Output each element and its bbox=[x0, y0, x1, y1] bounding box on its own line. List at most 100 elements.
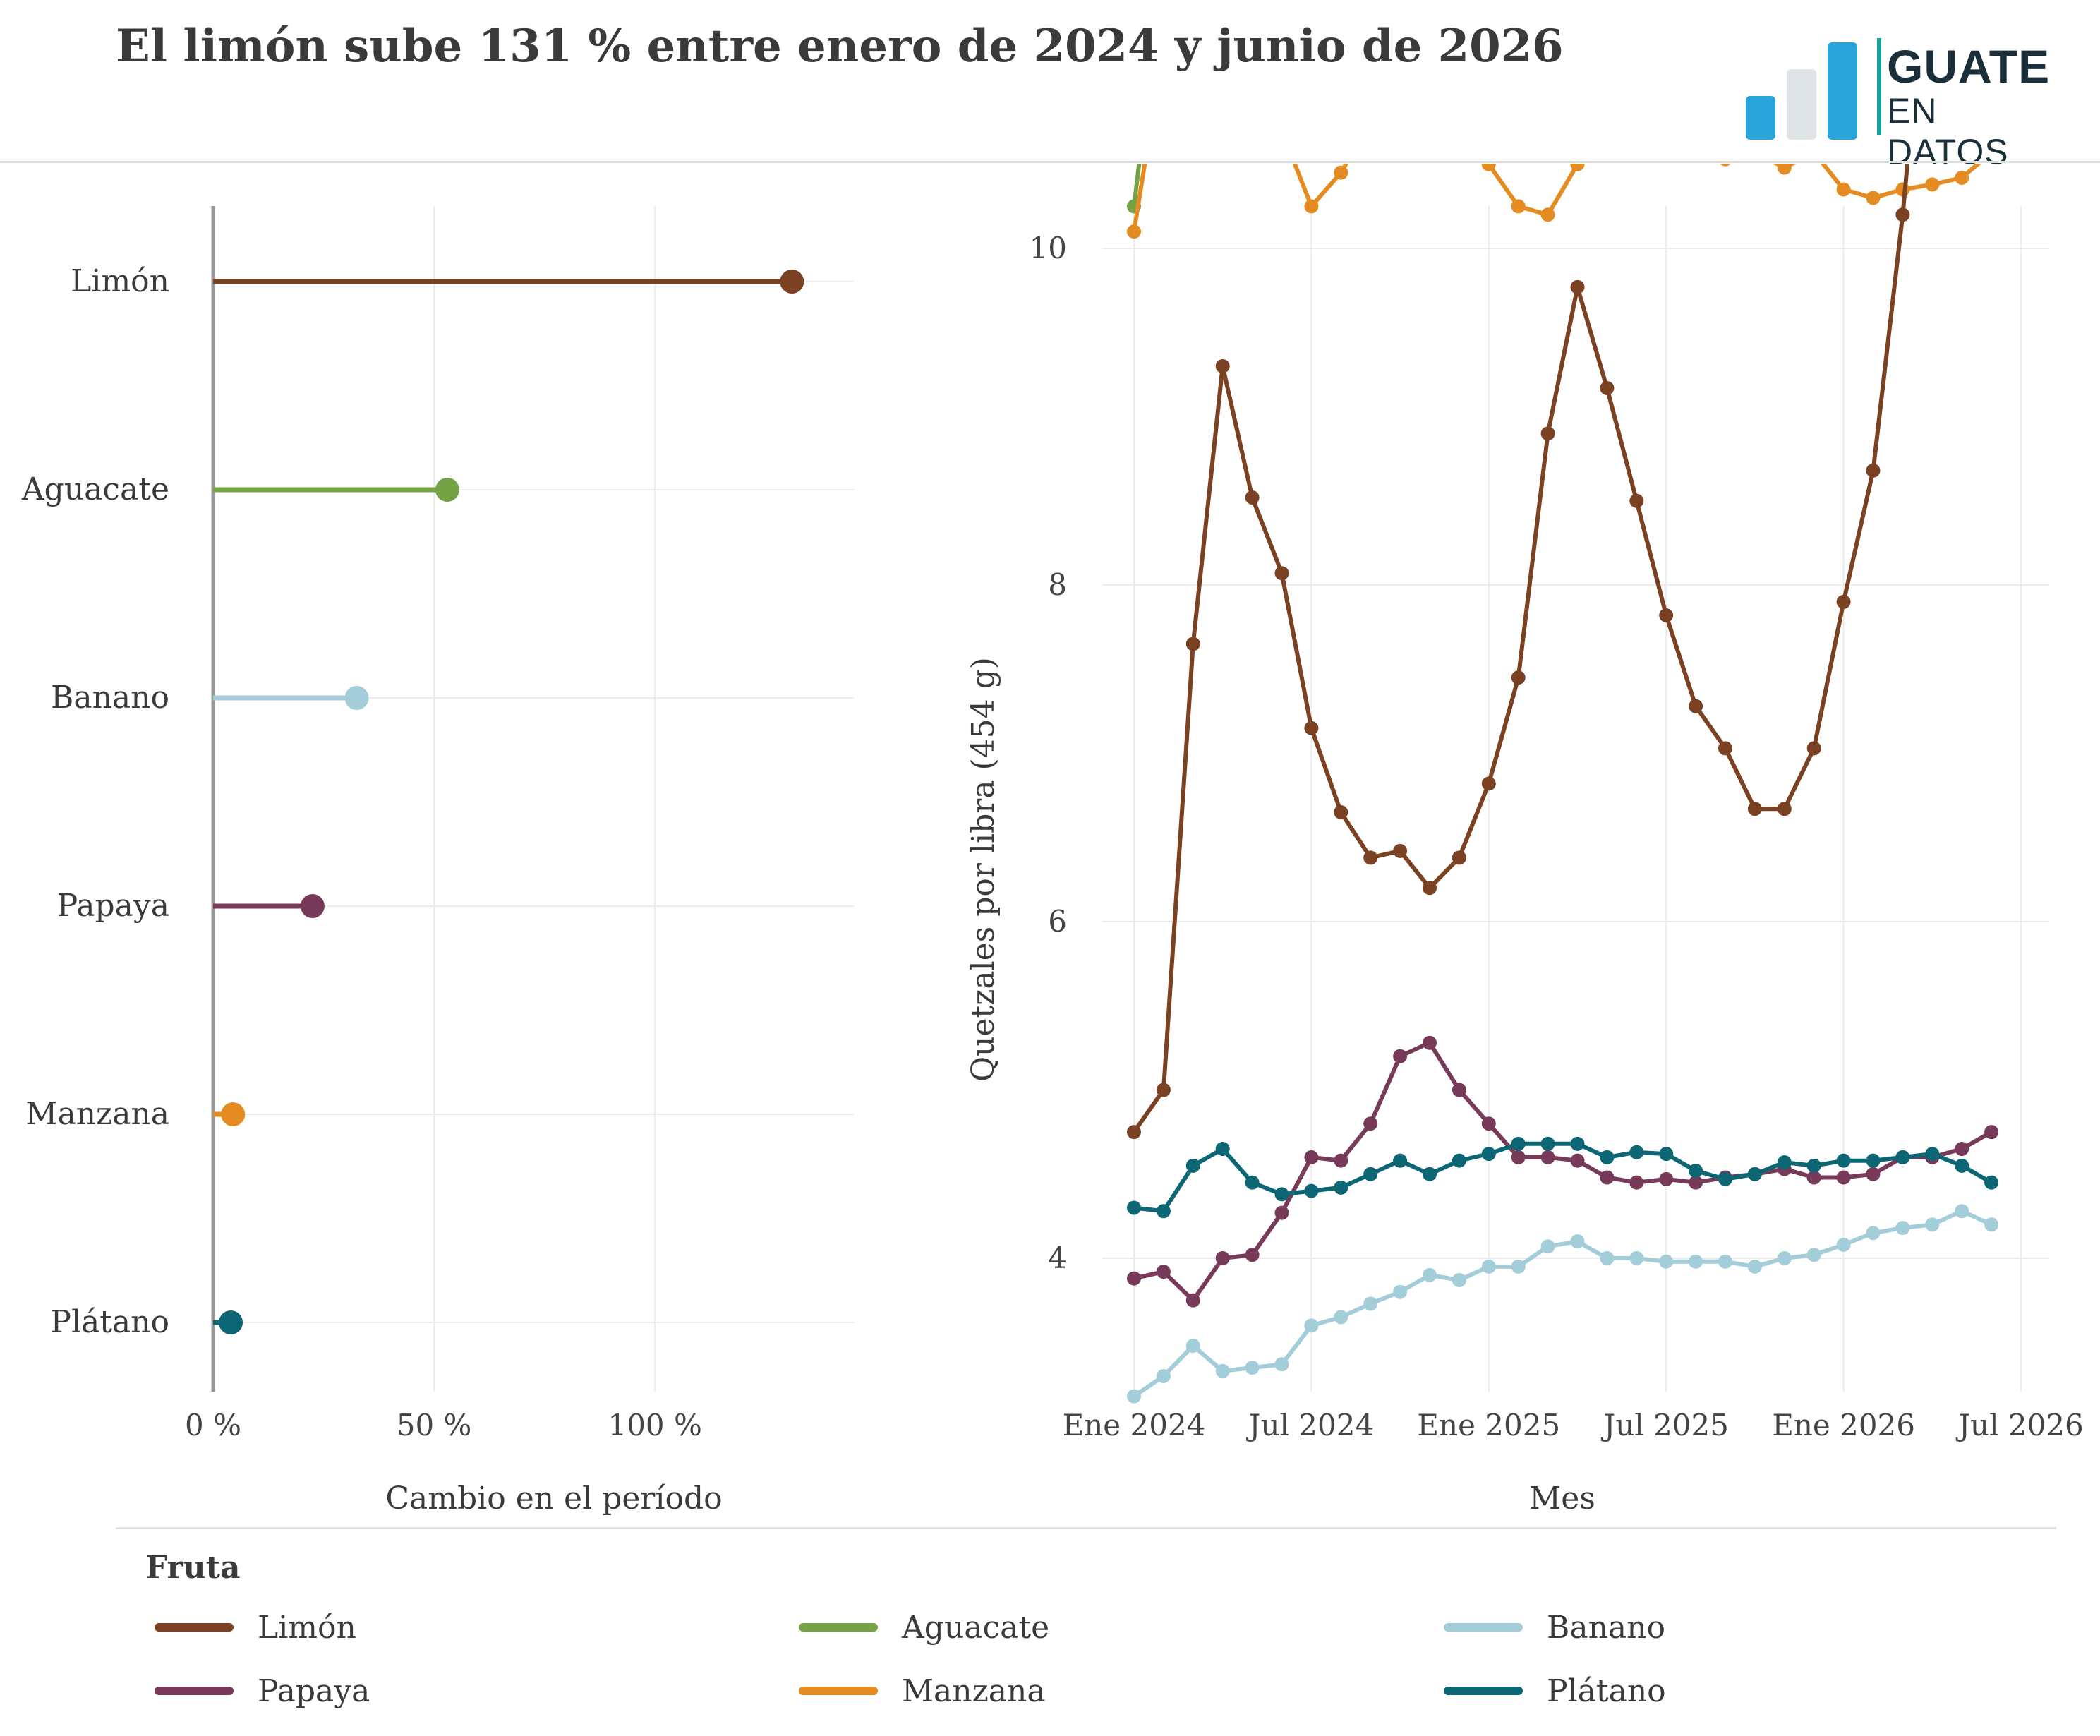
series-line bbox=[1132, 164, 1142, 207]
series-point bbox=[1127, 224, 1141, 239]
series-point bbox=[1363, 850, 1378, 865]
series-point bbox=[1185, 1158, 1200, 1173]
legend-swatch bbox=[155, 1687, 234, 1695]
lollipop-dot bbox=[780, 270, 804, 294]
series-point bbox=[1689, 1254, 1703, 1269]
series-point bbox=[1570, 164, 1585, 171]
series-point bbox=[1540, 207, 1555, 222]
series-point bbox=[1540, 426, 1555, 441]
series-point bbox=[1363, 1116, 1378, 1131]
charts-svg: 0 % 50 % 100 % Limón Aguacate Banano Papaya Man… bbox=[21, 164, 2084, 1517]
series-point bbox=[1156, 1265, 1171, 1279]
series-point bbox=[1127, 1389, 1141, 1404]
logo-bar-2 bbox=[1787, 69, 1816, 140]
series-point bbox=[1156, 1204, 1171, 1219]
series-line bbox=[1133, 1141, 1993, 1214]
series-point bbox=[1185, 1293, 1200, 1308]
series-point bbox=[1806, 741, 1821, 756]
series-point bbox=[1806, 1248, 1821, 1262]
series-point bbox=[1452, 1273, 1466, 1288]
series-point bbox=[1955, 1204, 1969, 1219]
series-point bbox=[1806, 1158, 1821, 1173]
series-point bbox=[1600, 380, 1615, 395]
series-point bbox=[1540, 1136, 1555, 1151]
series-point bbox=[1777, 164, 1792, 175]
series-point bbox=[1393, 1049, 1408, 1063]
legend-label: Manzana bbox=[902, 1672, 1046, 1709]
series-point bbox=[1718, 1254, 1732, 1269]
category-label: Aguacate bbox=[21, 471, 169, 507]
series-line bbox=[1132, 164, 1982, 232]
series-point bbox=[1304, 721, 1319, 735]
series-point bbox=[1274, 1205, 1289, 1220]
series-point bbox=[1423, 1267, 1437, 1282]
series-point bbox=[1452, 850, 1466, 865]
series-point bbox=[1423, 1035, 1437, 1050]
legend-item: Aguacate bbox=[799, 1606, 1049, 1648]
x-tick-label: Ene 2024 bbox=[1063, 1408, 1206, 1442]
series-point bbox=[1245, 490, 1260, 505]
series-point bbox=[1423, 881, 1437, 896]
series-point bbox=[1452, 1083, 1466, 1097]
series-point bbox=[1363, 1167, 1378, 1181]
header-divider bbox=[0, 161, 2100, 163]
lollipop-dot bbox=[221, 1102, 246, 1126]
series-point bbox=[1481, 776, 1496, 791]
series-line bbox=[1132, 164, 1910, 1133]
series-point bbox=[1689, 699, 1703, 713]
series-point bbox=[1955, 170, 1969, 185]
series-point bbox=[1747, 1167, 1762, 1181]
series-point bbox=[1185, 1339, 1200, 1354]
series-point bbox=[1866, 463, 1881, 478]
series-line bbox=[1133, 1040, 1993, 1303]
series-point bbox=[1393, 1284, 1408, 1299]
series-point bbox=[1393, 843, 1408, 858]
series-point bbox=[1274, 1357, 1289, 1372]
header: El limón sube 131 % entre enero de 2024 … bbox=[0, 0, 2100, 171]
series-point bbox=[1659, 1147, 1674, 1162]
legend-item: Papaya bbox=[155, 1670, 370, 1712]
series-point bbox=[1127, 1125, 1141, 1140]
series-point bbox=[1245, 1175, 1260, 1190]
x-tick-label: 0 % bbox=[185, 1408, 241, 1442]
x-tick-label: Ene 2025 bbox=[1417, 1408, 1560, 1442]
x-tick-label: Jul 2026 bbox=[1955, 1408, 2084, 1442]
series-point bbox=[1481, 164, 1496, 171]
x-tick-label: Ene 2026 bbox=[1772, 1408, 1915, 1442]
series-point bbox=[1570, 1136, 1585, 1151]
series-point bbox=[1156, 1083, 1171, 1097]
logo-word-en-datos: EN DATOS bbox=[1887, 91, 2009, 171]
legend-label: Aguacate bbox=[902, 1609, 1050, 1646]
series-point bbox=[1540, 1239, 1555, 1254]
series-point bbox=[1540, 1150, 1555, 1164]
series-point bbox=[1866, 191, 1881, 205]
category-label: Plátano bbox=[50, 1304, 169, 1340]
series-point bbox=[1304, 199, 1319, 214]
series-point bbox=[1659, 1171, 1674, 1186]
series-point bbox=[1777, 1251, 1792, 1265]
series-point bbox=[1629, 493, 1644, 508]
series-point bbox=[1836, 182, 1851, 197]
series-point bbox=[1836, 1237, 1851, 1252]
series-point bbox=[1659, 1254, 1674, 1269]
logo-word-guate: GUATE bbox=[1887, 40, 2051, 92]
series-point bbox=[1895, 207, 1910, 222]
series-point bbox=[1334, 804, 1348, 819]
series-point bbox=[1955, 1141, 1969, 1156]
series-point bbox=[1718, 741, 1732, 756]
legend-swatch bbox=[155, 1623, 234, 1632]
series-point bbox=[1689, 1163, 1703, 1178]
series-point bbox=[1747, 802, 1762, 816]
series-point bbox=[1806, 1170, 1821, 1185]
series-point bbox=[1156, 1368, 1171, 1383]
series-point bbox=[1570, 1234, 1585, 1249]
legend-label: Banano bbox=[1547, 1609, 1665, 1646]
series-point bbox=[1215, 1251, 1230, 1265]
series-point bbox=[1984, 1125, 1999, 1140]
legend-swatch bbox=[1444, 1687, 1523, 1695]
x-axis-title: Mes bbox=[1529, 1481, 1595, 1517]
series-point bbox=[1274, 566, 1289, 581]
x-tick-label: 50 % bbox=[397, 1408, 472, 1442]
series-point bbox=[1600, 1170, 1615, 1185]
series-point bbox=[1895, 1221, 1910, 1236]
